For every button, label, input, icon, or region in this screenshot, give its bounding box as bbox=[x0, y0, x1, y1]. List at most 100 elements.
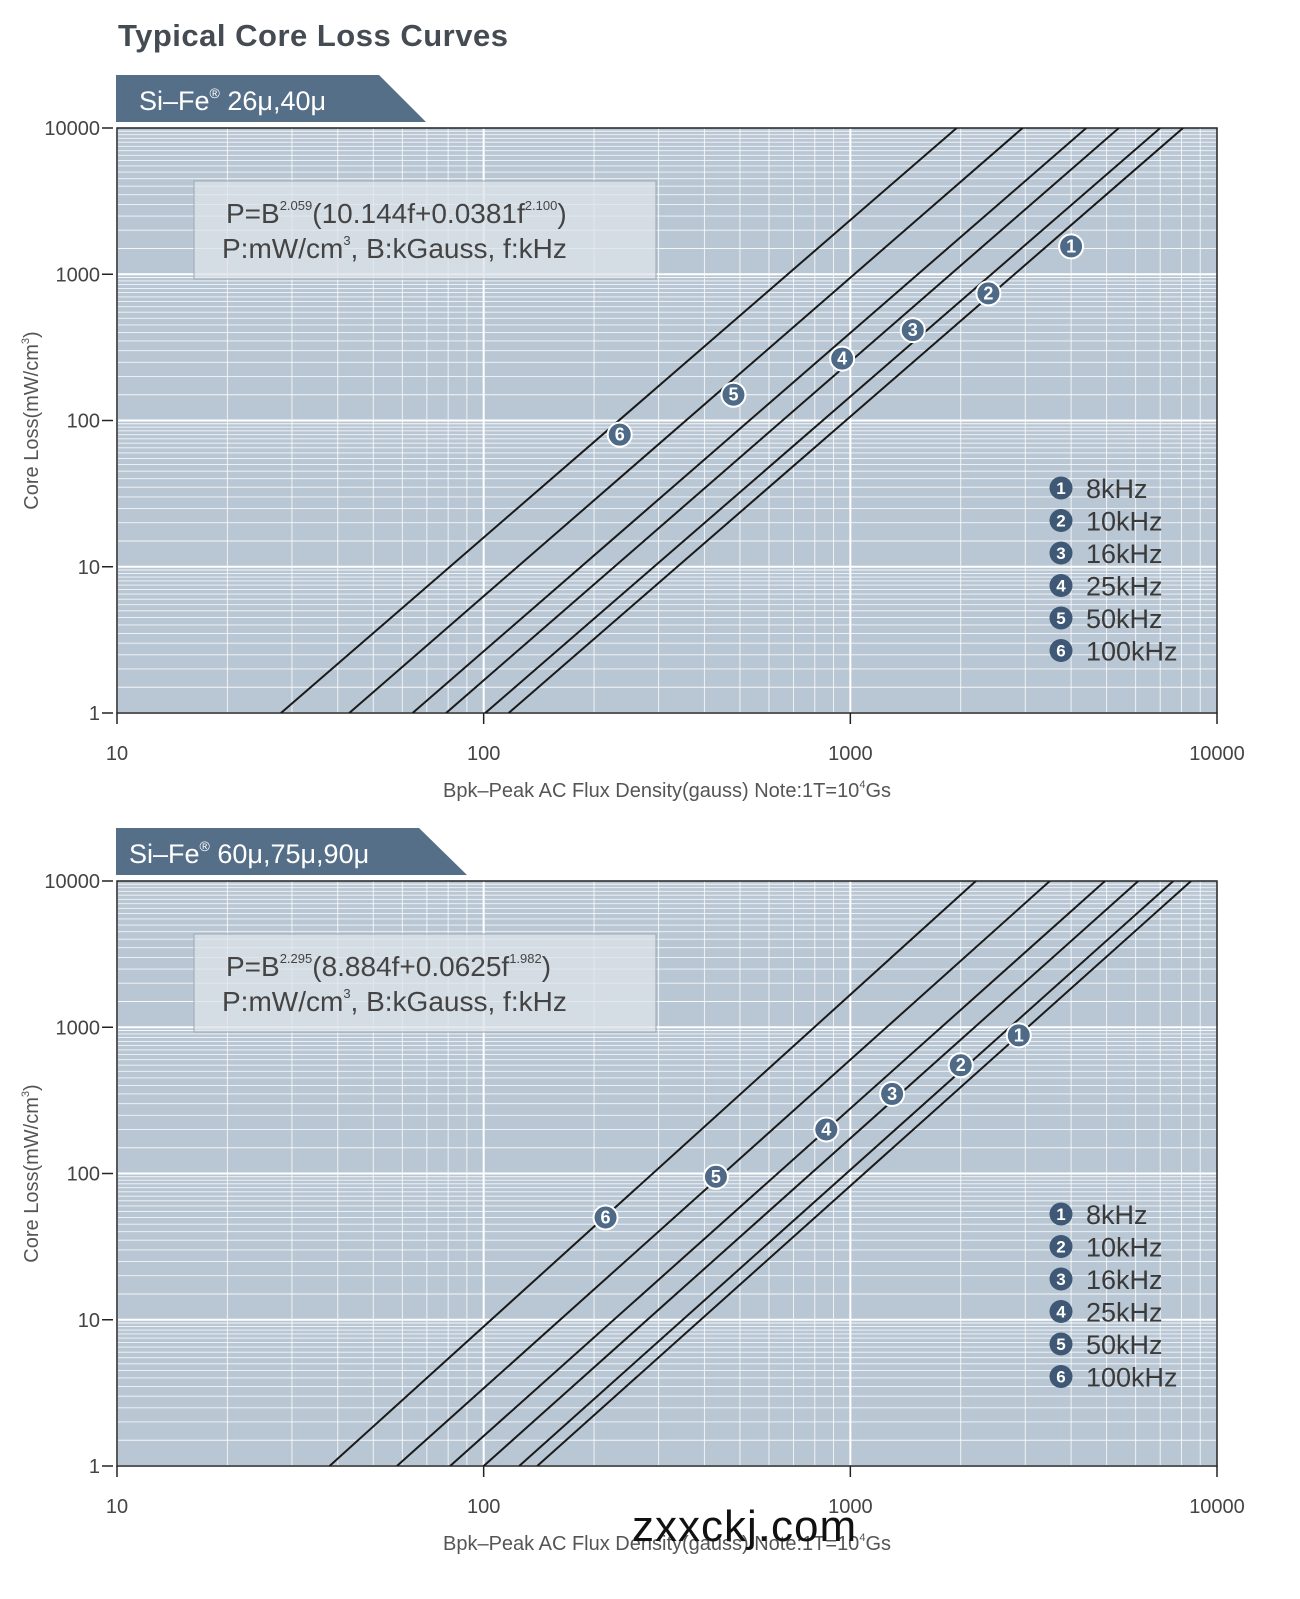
y-axis-label: Core Loss(mW/cm3) bbox=[20, 1084, 43, 1262]
curves bbox=[280, 128, 1184, 713]
series-marker-2 bbox=[947, 1052, 974, 1079]
legend-marker-6 bbox=[1049, 639, 1073, 662]
series-line-16kHz bbox=[483, 881, 1139, 1466]
series-marker-6 bbox=[606, 421, 633, 448]
core-loss-chart-low-perm: Si–Fe® 26μ,40μ P=B2.059(10.144f+0.0381f2.… bbox=[20, 75, 1245, 802]
series-marker-label: 1 bbox=[1066, 236, 1076, 256]
core-loss-chart-high-perm: Si–Fe® 60μ,75μ,90μ P=B2.295(8.884f+0.0625… bbox=[20, 828, 1245, 1555]
legend-number: 4 bbox=[1056, 577, 1066, 596]
legend-entry: 25kHz bbox=[1086, 572, 1163, 602]
series-line-25kHz bbox=[411, 128, 1087, 713]
series-line-100kHz bbox=[280, 128, 958, 713]
legend-entry: 100kHz bbox=[1086, 1363, 1178, 1393]
series-marker-label: 4 bbox=[821, 1119, 831, 1139]
legend-number: 3 bbox=[1056, 544, 1065, 563]
series-marker-5 bbox=[702, 1163, 729, 1190]
chart-title-banner bbox=[116, 75, 426, 122]
series-marker-label: 1 bbox=[1014, 1025, 1024, 1045]
legend-marker-3 bbox=[1049, 541, 1073, 565]
series-marker-label: 3 bbox=[887, 1084, 897, 1104]
y-tick-label: 10 bbox=[78, 1310, 100, 1332]
y-tick-label: 10 bbox=[78, 557, 100, 579]
series-marker-6 bbox=[592, 1204, 619, 1231]
y-axis-label: Core Loss(mW/cm3) bbox=[20, 331, 43, 509]
series-line-16kHz bbox=[445, 128, 1120, 713]
legend-entry: 50kHz bbox=[1086, 604, 1163, 634]
plot-frame bbox=[116, 127, 1218, 714]
x-axis-label: Bpk–Peak AC Flux Density(gauss) Note:1T=… bbox=[443, 779, 891, 802]
series-marker-3 bbox=[899, 317, 926, 344]
legend-number: 5 bbox=[1056, 609, 1065, 628]
x-tick-label: 10 bbox=[106, 1496, 128, 1518]
series-marker-1 bbox=[1058, 233, 1085, 260]
formula-line-1: P=B2.059(10.144f+0.0381f2.100) bbox=[226, 198, 567, 229]
series-marker-5 bbox=[720, 381, 747, 408]
series-line-10kHz bbox=[484, 128, 1161, 713]
legend-entry: 50kHz bbox=[1086, 1330, 1163, 1360]
series-line-100kHz bbox=[328, 881, 977, 1466]
formula-line-2: P:mW/cm3, B:kGauss, f:kHz bbox=[222, 233, 567, 264]
series-line-8kHz bbox=[536, 881, 1192, 1466]
series-marker-label: 5 bbox=[711, 1167, 721, 1187]
legend-entry: 25kHz bbox=[1086, 1298, 1163, 1328]
formula-box bbox=[193, 180, 657, 280]
legend-marker-1 bbox=[1049, 1202, 1073, 1226]
series-marker-4 bbox=[813, 1116, 840, 1143]
plot-frame bbox=[116, 880, 1218, 1467]
legend-number: 6 bbox=[1056, 642, 1065, 661]
legend-number: 6 bbox=[1056, 1368, 1065, 1387]
legend-entry: 16kHz bbox=[1086, 1265, 1163, 1295]
legend-marker-3 bbox=[1049, 1267, 1073, 1291]
legend-marker-1 bbox=[1049, 476, 1073, 500]
y-tick-label: 10000 bbox=[44, 118, 100, 140]
legend-number: 4 bbox=[1056, 1303, 1066, 1322]
legend-marker-6 bbox=[1049, 1365, 1073, 1388]
x-axis-label: Bpk–Peak AC Flux Density(gauss) Note:1T=… bbox=[443, 1532, 891, 1555]
legend-marker-2 bbox=[1049, 509, 1073, 532]
series-line-10kHz bbox=[518, 881, 1174, 1466]
formula-box bbox=[193, 933, 657, 1033]
legend-marker-4 bbox=[1049, 574, 1073, 597]
grid bbox=[116, 881, 1217, 1467]
legend-marker-4 bbox=[1049, 1300, 1073, 1323]
series-marker-label: 6 bbox=[601, 1208, 611, 1228]
y-tick-label: 1 bbox=[89, 703, 100, 725]
series-line-8kHz bbox=[508, 128, 1184, 713]
y-tick-label: 100 bbox=[67, 1164, 100, 1186]
y-tick-label: 1000 bbox=[56, 264, 101, 286]
legend-number: 1 bbox=[1056, 479, 1065, 498]
legend-number: 5 bbox=[1056, 1335, 1065, 1354]
series-marker-label: 2 bbox=[983, 283, 993, 303]
formula-line-2: P:mW/cm3, B:kGauss, f:kHz bbox=[222, 986, 567, 1017]
grid bbox=[116, 128, 1217, 714]
legend-number: 2 bbox=[1056, 1238, 1065, 1257]
x-tick-label: 10 bbox=[106, 743, 128, 765]
legend-marker-5 bbox=[1049, 606, 1073, 630]
series-marker-4 bbox=[829, 345, 856, 372]
legend-entry: 8kHz bbox=[1086, 474, 1148, 504]
x-tick-label: 1000 bbox=[828, 743, 873, 765]
legend-entry: 16kHz bbox=[1086, 539, 1163, 569]
y-tick-label: 1000 bbox=[56, 1017, 101, 1039]
watermark-text: zxxckj.com bbox=[632, 1502, 858, 1551]
legend-entry: 10kHz bbox=[1086, 1233, 1163, 1263]
legend-entry: 10kHz bbox=[1086, 507, 1163, 537]
formula-line-1: P=B2.295(8.884f+0.0625f1.982) bbox=[226, 951, 551, 982]
series-marker-3 bbox=[879, 1080, 906, 1107]
x-tick-label: 10000 bbox=[1189, 1496, 1245, 1518]
legend-marker-2 bbox=[1049, 1235, 1073, 1258]
chart-title-banner bbox=[116, 828, 467, 875]
y-tick-label: 10000 bbox=[44, 871, 100, 893]
chart-title: Si–Fe® 60μ,75μ,90μ bbox=[129, 838, 369, 869]
series-line-50kHz bbox=[348, 128, 1024, 713]
series-marker-label: 5 bbox=[728, 385, 738, 405]
x-tick-label: 100 bbox=[467, 743, 500, 765]
legend-marker-5 bbox=[1049, 1332, 1073, 1356]
legend-entry: 100kHz bbox=[1086, 637, 1178, 667]
x-tick-label: 10000 bbox=[1189, 743, 1245, 765]
series-marker-label: 3 bbox=[908, 320, 918, 340]
series-marker-label: 4 bbox=[837, 349, 847, 369]
y-tick-label: 1 bbox=[89, 1456, 100, 1478]
x-tick-label: 100 bbox=[467, 1496, 500, 1518]
legend-number: 3 bbox=[1056, 1270, 1065, 1289]
